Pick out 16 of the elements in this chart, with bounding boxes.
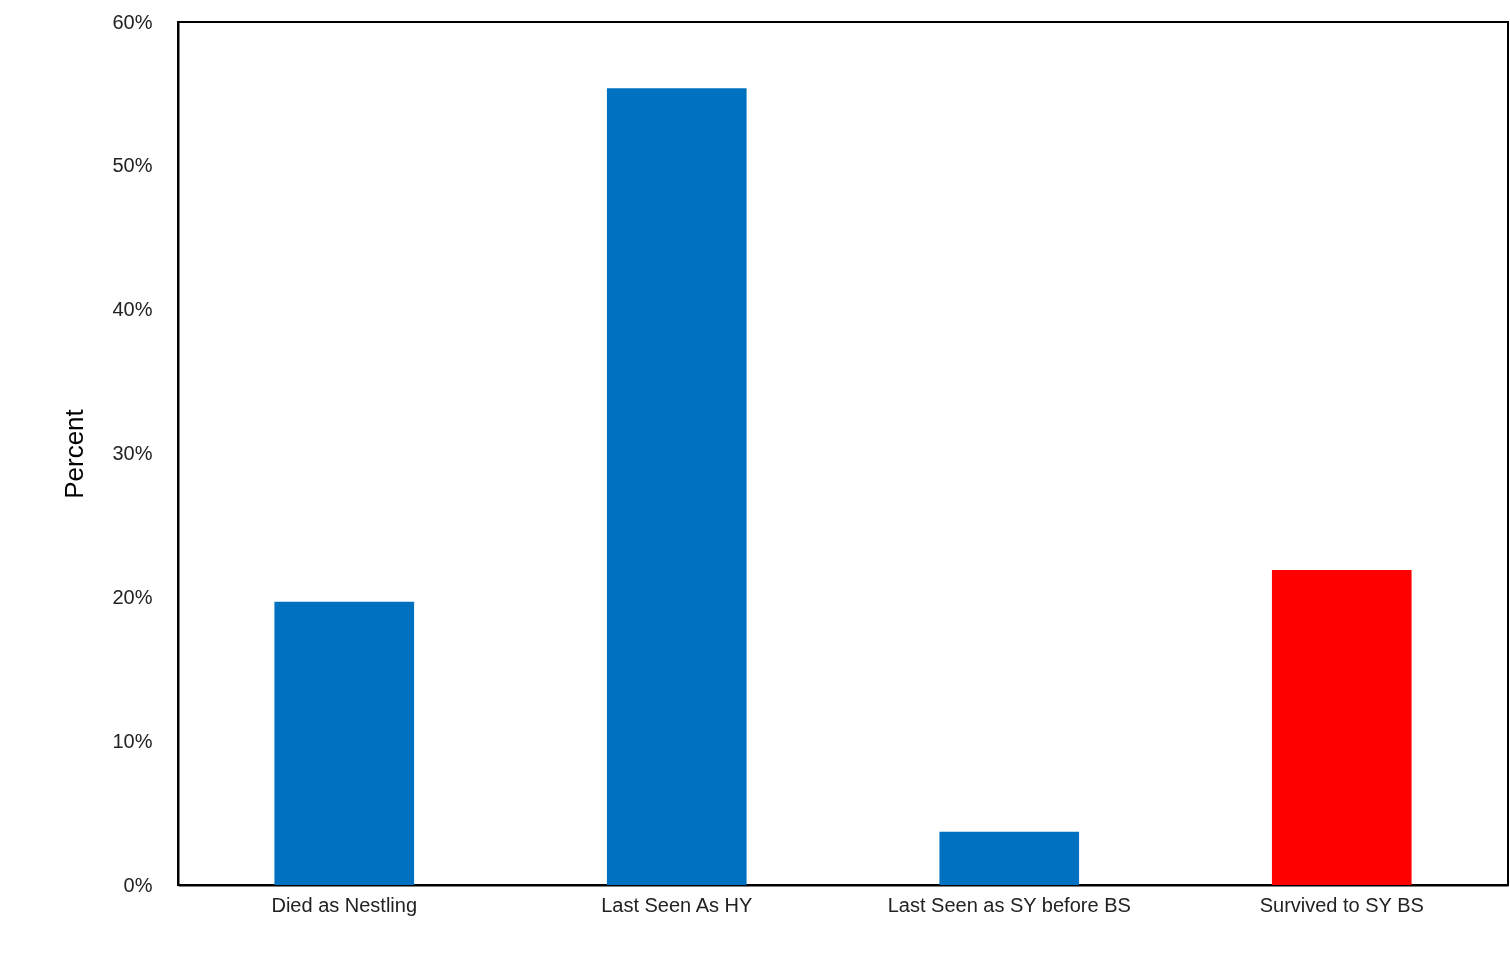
y-tick-label: 30% (112, 442, 153, 464)
bar (274, 601, 415, 885)
y-tick-label: 50% (112, 154, 153, 177)
y-tick-label: 40% (112, 298, 153, 321)
x-tick-label: Last Seen As HY (601, 893, 753, 916)
y-tick-label: 60% (112, 10, 153, 33)
bar (1271, 570, 1412, 885)
bar (606, 88, 747, 885)
x-tick-label: Last Seen as SY before BS (887, 893, 1131, 916)
y-tick-label: 10% (112, 729, 153, 752)
y-axis-title: Percent (59, 408, 90, 499)
y-tick-label: 0% (123, 873, 153, 896)
y-tick-label: 20% (112, 585, 153, 608)
x-tick-label: Died as Nestling (271, 893, 418, 916)
bar (939, 831, 1080, 885)
x-tick-label: Survived to SY BS (1259, 893, 1424, 916)
